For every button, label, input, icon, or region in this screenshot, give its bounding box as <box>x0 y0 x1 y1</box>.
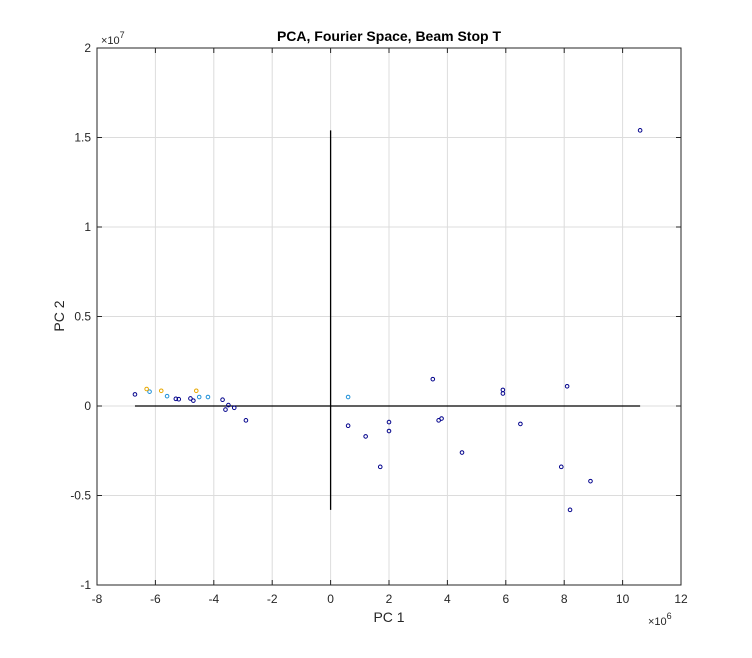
x-tick-label: -6 <box>150 592 161 606</box>
x-exponent-label: ×106 <box>648 611 672 628</box>
axis-ticks: -8 -6 -4 -2 0 2 4 6 8 10 12 -1 -0.5 0 0.5 1 1.5 2 <box>70 41 688 606</box>
data-point <box>386 419 392 425</box>
x-tick-label: 12 <box>674 592 688 606</box>
data-point <box>637 128 643 133</box>
x-tick-label: 8 <box>561 592 568 606</box>
data-point <box>500 391 506 396</box>
data-point <box>363 434 368 439</box>
data-point <box>144 386 149 392</box>
data-point <box>558 464 564 470</box>
x-axis-label: PC 1 <box>373 609 404 625</box>
y-exponent-label: ×107 <box>101 30 125 47</box>
data-point <box>188 396 193 401</box>
data-point <box>564 384 570 389</box>
x-tick-label: 0 <box>327 592 334 606</box>
data-point <box>430 376 436 382</box>
data-point <box>243 418 249 423</box>
y-tick-label: 1.5 <box>74 131 91 145</box>
x-tick-label: 10 <box>616 592 630 606</box>
reference-lines <box>134 130 641 510</box>
data-point <box>518 421 523 427</box>
data-point <box>567 507 573 513</box>
data-point <box>386 428 392 434</box>
x-tick-label: 2 <box>386 592 393 606</box>
data-point <box>205 394 211 400</box>
data-point <box>345 423 351 428</box>
y-tick-label: -1 <box>80 578 91 592</box>
data-point <box>191 398 196 403</box>
data-point <box>377 464 383 470</box>
data-point <box>193 388 199 394</box>
data-point <box>147 389 152 394</box>
data-point <box>196 394 202 400</box>
data-point <box>223 407 228 412</box>
chart-title: PCA, Fourier Space, Beam Stop T <box>277 28 501 44</box>
data-point <box>231 405 237 411</box>
data-point <box>226 402 231 408</box>
data-point <box>158 388 164 394</box>
x-tick-label: -2 <box>267 592 278 606</box>
data-point <box>173 396 179 402</box>
x-tick-label: -4 <box>208 592 219 606</box>
data-points <box>132 128 643 513</box>
data-point <box>220 397 225 403</box>
x-tick-label: -8 <box>92 592 103 606</box>
x-tick-label: 6 <box>502 592 509 606</box>
data-point <box>588 478 593 484</box>
y-tick-label: 0 <box>84 399 91 413</box>
data-point <box>164 393 170 399</box>
data-point <box>439 416 444 421</box>
y-axis-label: PC 2 <box>51 300 67 331</box>
y-tick-label: 1 <box>84 220 91 234</box>
data-point <box>459 450 465 455</box>
data-point <box>345 394 351 400</box>
y-tick-label: -0.5 <box>70 489 91 503</box>
x-tick-label: 4 <box>444 592 451 606</box>
y-tick-label: 2 <box>84 41 91 55</box>
data-point <box>132 392 138 397</box>
data-point <box>176 396 182 402</box>
y-tick-label: 0.5 <box>74 310 91 324</box>
